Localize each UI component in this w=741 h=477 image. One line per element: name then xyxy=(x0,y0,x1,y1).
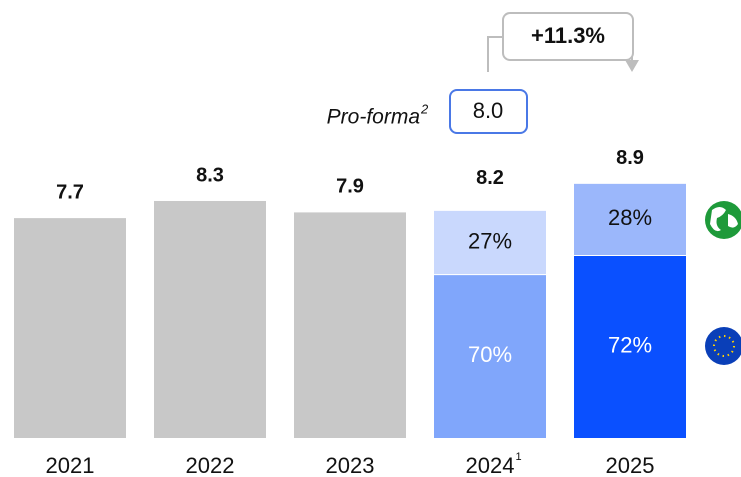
growth-label: +11.3% xyxy=(531,23,605,48)
category-note: 1 xyxy=(515,451,521,463)
growth-box xyxy=(502,12,634,61)
value-label: 7.9 xyxy=(336,176,364,198)
proforma-superscript: 2 xyxy=(420,101,429,116)
bar-segment xyxy=(434,274,546,438)
x-tick-label: 2025 xyxy=(606,453,655,477)
bar xyxy=(294,212,406,438)
value-label: 8.9 xyxy=(616,147,644,169)
eu-flag-icon xyxy=(705,327,741,365)
growth-arrow xyxy=(625,60,639,72)
proforma-box xyxy=(449,89,528,134)
segment-label: 27% xyxy=(468,228,512,253)
bar-segment xyxy=(574,183,686,256)
x-tick-label: 2021 xyxy=(46,453,95,477)
x-tick-label: 2024 xyxy=(466,453,515,477)
segment-label: 70% xyxy=(468,342,512,367)
value-label: 8.2 xyxy=(476,167,504,189)
x-tick-label: 2022 xyxy=(186,453,235,477)
proforma-label: Pro-forma xyxy=(327,106,420,129)
segment-label: 28% xyxy=(608,205,652,230)
bar xyxy=(154,200,266,438)
globe-icon xyxy=(705,201,741,239)
bar-segment xyxy=(434,210,546,275)
segment-label: 72% xyxy=(608,332,652,357)
bar xyxy=(14,218,126,438)
proforma-value: 8.0 xyxy=(473,98,504,123)
x-tick-label: 2023 xyxy=(326,453,375,477)
bar-segment xyxy=(574,255,686,438)
value-label: 7.7 xyxy=(56,181,84,203)
value-label: 8.3 xyxy=(196,164,224,186)
